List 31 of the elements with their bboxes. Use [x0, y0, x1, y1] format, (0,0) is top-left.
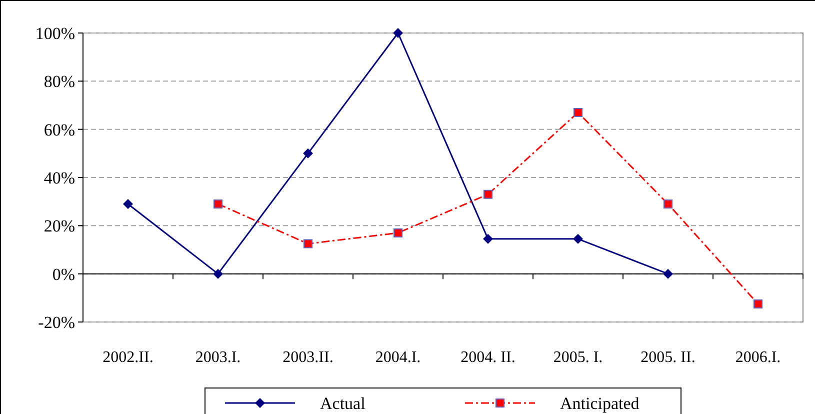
x-tick-label: 2006.I. [735, 349, 781, 366]
point [483, 234, 493, 244]
y-tick-label: 20% [44, 216, 75, 236]
point [484, 190, 492, 199]
x-tick-label: 2005. II. [640, 349, 696, 366]
y-tick-label: 100% [35, 24, 75, 43]
y-tick-label: 40% [44, 168, 75, 188]
point [573, 234, 583, 244]
point [574, 108, 582, 117]
point [123, 198, 133, 209]
point [214, 199, 222, 208]
x-tick-label: 2005. I. [553, 349, 603, 366]
y-tick-label: 80% [44, 72, 75, 92]
y-tick-label: 0% [52, 264, 75, 284]
point [664, 199, 672, 208]
y-tick-label: -20% [38, 312, 75, 332]
legend-label: Actual [320, 394, 366, 413]
point [394, 228, 402, 238]
y-tick-label: 60% [44, 120, 75, 140]
point [213, 268, 223, 279]
x-tick-label: 2004. II. [460, 349, 516, 366]
point [754, 299, 762, 308]
point [663, 268, 673, 279]
point [303, 148, 313, 158]
x-tick-label: 2003.I. [195, 349, 241, 366]
point [304, 239, 312, 248]
point [393, 28, 403, 38]
legend-label: Anticipated [560, 394, 640, 413]
x-tick-label: 2004.I. [375, 349, 421, 366]
x-tick-label: 2003.II. [282, 349, 334, 366]
x-tick-label: 2002.II. [102, 349, 154, 366]
